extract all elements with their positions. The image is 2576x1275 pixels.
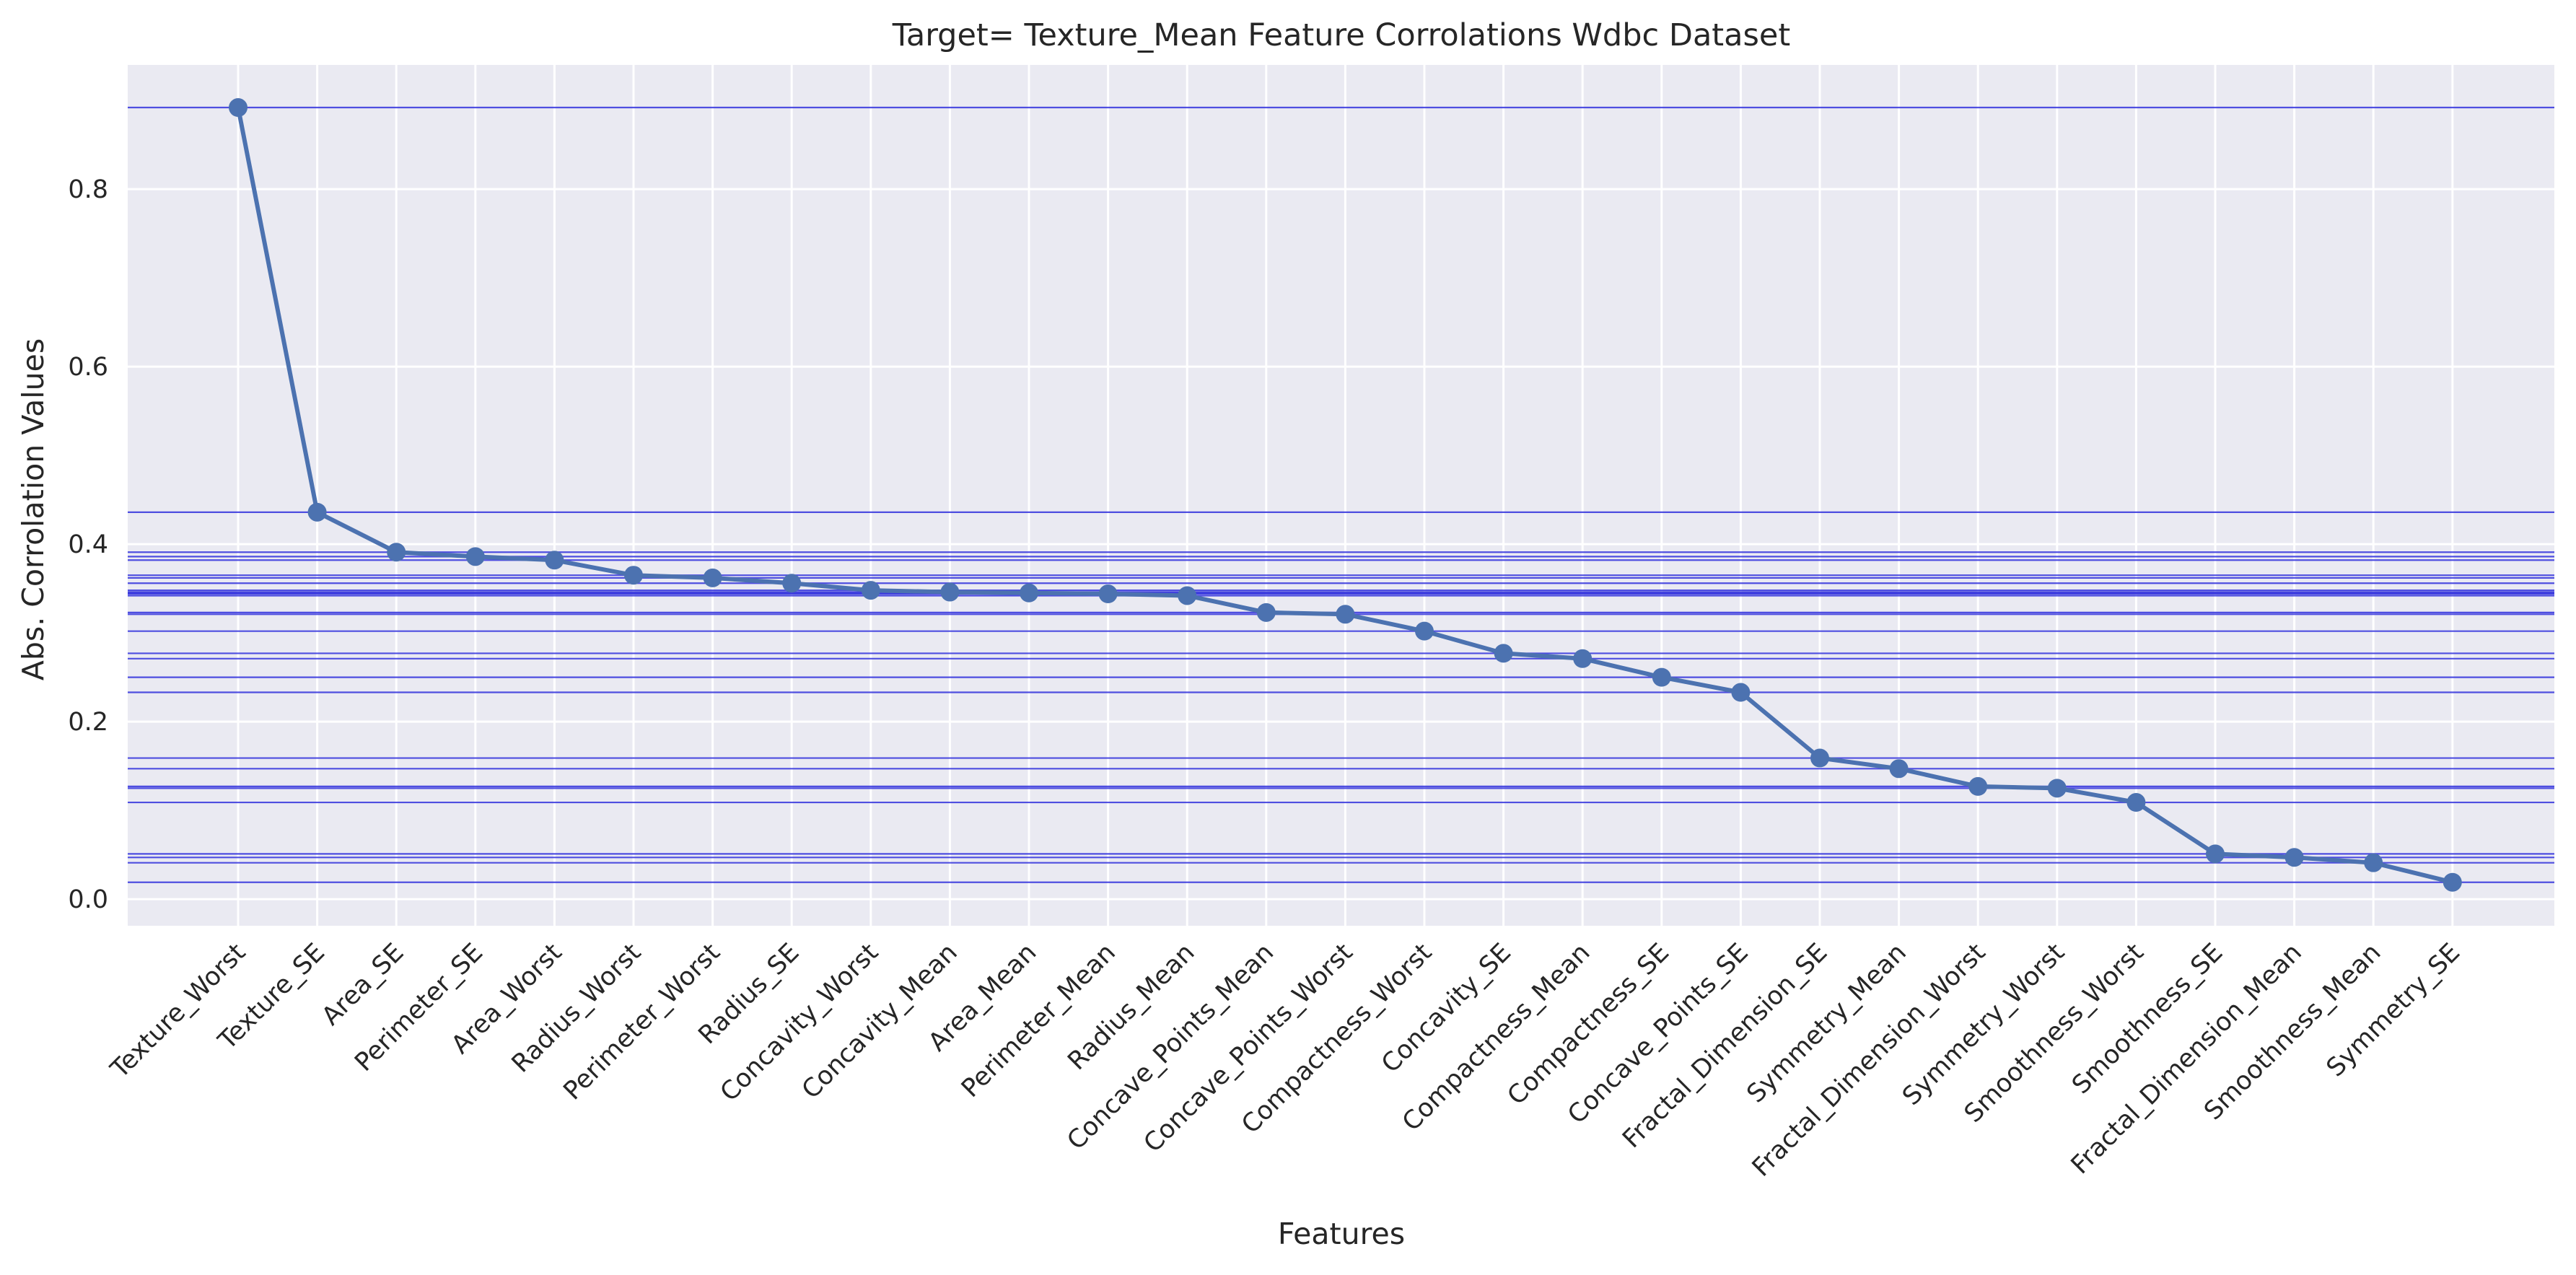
- series: [229, 98, 2462, 892]
- data-point: [1494, 644, 1513, 663]
- data-point: [2284, 848, 2304, 867]
- data-point: [1020, 583, 1038, 603]
- data-point: [387, 543, 406, 562]
- data-point: [465, 547, 485, 566]
- y-tick-label: 0.4: [68, 530, 108, 559]
- x-tick-label: Symmetry_SE: [2321, 938, 2466, 1082]
- data-point: [1178, 586, 1197, 605]
- data-point: [1889, 759, 1909, 779]
- data-point: [229, 98, 247, 118]
- x-tick-label: Texture_Worst: [105, 938, 251, 1085]
- data-point: [1731, 683, 1751, 702]
- data-point: [1256, 603, 1276, 622]
- x-tick-label: Smoothness_SE: [2067, 938, 2228, 1100]
- data-point: [2443, 872, 2462, 892]
- data-point: [782, 574, 802, 593]
- y-tick-label: 0.6: [68, 353, 108, 382]
- data-point: [940, 582, 960, 602]
- reference-lines: [128, 106, 2554, 883]
- plot-background: [128, 65, 2554, 926]
- data-point: [1968, 776, 1988, 796]
- y-tick-label: 0.2: [68, 708, 108, 737]
- data-point: [1336, 605, 1355, 624]
- data-point: [624, 566, 643, 585]
- data-point: [2126, 793, 2146, 812]
- data-point: [1652, 667, 1671, 687]
- data-point: [307, 502, 327, 522]
- data-point: [703, 568, 722, 587]
- data-point: [861, 581, 880, 600]
- y-tick-label: 0.0: [68, 885, 108, 914]
- x-axis-ticks: Texture_WorstTexture_SEArea_SEPerimeter_…: [105, 938, 2466, 1183]
- data-point: [1415, 621, 1434, 641]
- y-tick-label: 0.8: [68, 175, 108, 204]
- data-point: [1098, 584, 1118, 604]
- y-axis-label: Abs. Corrolation Values: [16, 338, 51, 680]
- chart-title: Target= Texture_Mean Feature Corrolation…: [892, 17, 1790, 53]
- data-point: [1810, 748, 1829, 768]
- data-point: [2206, 844, 2225, 864]
- x-axis-label: Features: [1278, 1217, 1405, 1251]
- y-axis-ticks: 0.0 0.2 0.4 0.6 0.8: [68, 175, 108, 914]
- data-point: [545, 551, 564, 570]
- data-point: [1573, 649, 1593, 668]
- data-point: [2364, 853, 2383, 872]
- data-point: [2047, 779, 2067, 798]
